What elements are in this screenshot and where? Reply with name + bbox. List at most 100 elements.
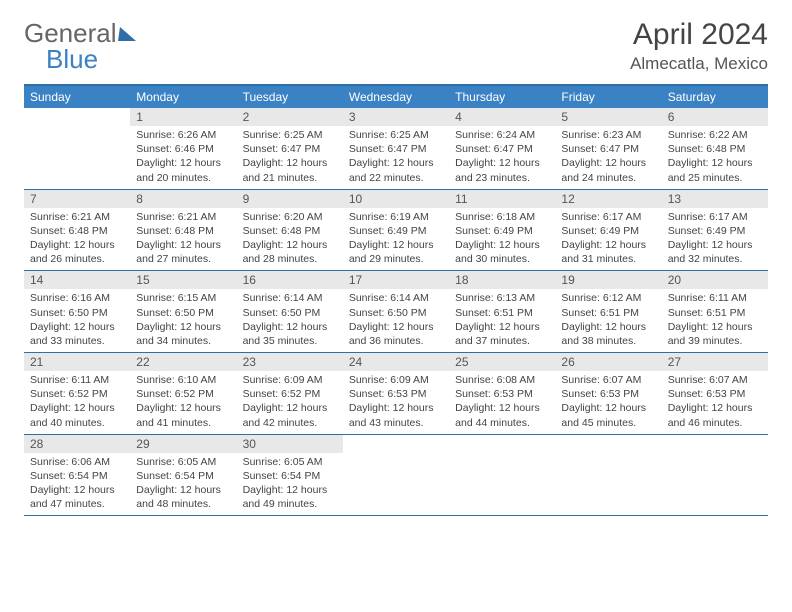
day-body: Sunrise: 6:05 AMSunset: 6:54 PMDaylight:… xyxy=(130,453,236,516)
day-day2: and 28 minutes. xyxy=(243,252,337,266)
day-body: Sunrise: 6:17 AMSunset: 6:49 PMDaylight:… xyxy=(555,208,661,271)
day-day2: and 34 minutes. xyxy=(136,334,230,348)
day-day2: and 33 minutes. xyxy=(30,334,124,348)
day-number: 14 xyxy=(24,271,130,289)
day-day1: Daylight: 12 hours xyxy=(243,320,337,334)
day-day2: and 39 minutes. xyxy=(668,334,762,348)
day-sunrise: Sunrise: 6:14 AM xyxy=(349,291,443,305)
day-day2: and 20 minutes. xyxy=(136,171,230,185)
day-day1: Daylight: 12 hours xyxy=(136,320,230,334)
day-day1: Daylight: 12 hours xyxy=(243,483,337,497)
day-day2: and 27 minutes. xyxy=(136,252,230,266)
day-number: 15 xyxy=(130,271,236,289)
day-sunset: Sunset: 6:53 PM xyxy=(561,387,655,401)
day-cell: 21Sunrise: 6:11 AMSunset: 6:52 PMDayligh… xyxy=(24,353,130,434)
day-sunrise: Sunrise: 6:14 AM xyxy=(243,291,337,305)
week-row: 14Sunrise: 6:16 AMSunset: 6:50 PMDayligh… xyxy=(24,271,768,353)
weekday-header: Sunday xyxy=(24,86,130,108)
day-cell: 17Sunrise: 6:14 AMSunset: 6:50 PMDayligh… xyxy=(343,271,449,352)
day-day2: and 30 minutes. xyxy=(455,252,549,266)
day-day1: Daylight: 12 hours xyxy=(561,156,655,170)
day-cell: 27Sunrise: 6:07 AMSunset: 6:53 PMDayligh… xyxy=(662,353,768,434)
day-cell: 22Sunrise: 6:10 AMSunset: 6:52 PMDayligh… xyxy=(130,353,236,434)
day-body: Sunrise: 6:23 AMSunset: 6:47 PMDaylight:… xyxy=(555,126,661,189)
day-sunset: Sunset: 6:48 PM xyxy=(243,224,337,238)
day-cell: 6Sunrise: 6:22 AMSunset: 6:48 PMDaylight… xyxy=(662,108,768,189)
day-number: 8 xyxy=(130,190,236,208)
day-number: 28 xyxy=(24,435,130,453)
day-day2: and 38 minutes. xyxy=(561,334,655,348)
day-sunrise: Sunrise: 6:24 AM xyxy=(455,128,549,142)
day-cell: 5Sunrise: 6:23 AMSunset: 6:47 PMDaylight… xyxy=(555,108,661,189)
day-sunset: Sunset: 6:52 PM xyxy=(243,387,337,401)
day-cell: 13Sunrise: 6:17 AMSunset: 6:49 PMDayligh… xyxy=(662,190,768,271)
day-body: Sunrise: 6:25 AMSunset: 6:47 PMDaylight:… xyxy=(237,126,343,189)
week-row: 7Sunrise: 6:21 AMSunset: 6:48 PMDaylight… xyxy=(24,190,768,272)
day-cell: 19Sunrise: 6:12 AMSunset: 6:51 PMDayligh… xyxy=(555,271,661,352)
day-sunrise: Sunrise: 6:25 AM xyxy=(349,128,443,142)
day-cell: 15Sunrise: 6:15 AMSunset: 6:50 PMDayligh… xyxy=(130,271,236,352)
day-sunset: Sunset: 6:52 PM xyxy=(136,387,230,401)
day-number: 26 xyxy=(555,353,661,371)
day-number: 22 xyxy=(130,353,236,371)
day-cell: 24Sunrise: 6:09 AMSunset: 6:53 PMDayligh… xyxy=(343,353,449,434)
day-body: Sunrise: 6:10 AMSunset: 6:52 PMDaylight:… xyxy=(130,371,236,434)
day-body: Sunrise: 6:11 AMSunset: 6:52 PMDaylight:… xyxy=(24,371,130,434)
day-number: 25 xyxy=(449,353,555,371)
day-day2: and 44 minutes. xyxy=(455,416,549,430)
day-cell: 11Sunrise: 6:18 AMSunset: 6:49 PMDayligh… xyxy=(449,190,555,271)
day-day2: and 41 minutes. xyxy=(136,416,230,430)
day-number: 16 xyxy=(237,271,343,289)
day-sunset: Sunset: 6:47 PM xyxy=(561,142,655,156)
day-sunrise: Sunrise: 6:11 AM xyxy=(30,373,124,387)
day-body: Sunrise: 6:09 AMSunset: 6:52 PMDaylight:… xyxy=(237,371,343,434)
day-cell: 4Sunrise: 6:24 AMSunset: 6:47 PMDaylight… xyxy=(449,108,555,189)
day-body: Sunrise: 6:13 AMSunset: 6:51 PMDaylight:… xyxy=(449,289,555,352)
day-body: Sunrise: 6:14 AMSunset: 6:50 PMDaylight:… xyxy=(237,289,343,352)
day-body: Sunrise: 6:18 AMSunset: 6:49 PMDaylight:… xyxy=(449,208,555,271)
day-sunset: Sunset: 6:47 PM xyxy=(243,142,337,156)
day-sunrise: Sunrise: 6:11 AM xyxy=(668,291,762,305)
day-number: 23 xyxy=(237,353,343,371)
day-body: Sunrise: 6:15 AMSunset: 6:50 PMDaylight:… xyxy=(130,289,236,352)
calendar: Sunday Monday Tuesday Wednesday Thursday… xyxy=(24,84,768,516)
day-body: Sunrise: 6:22 AMSunset: 6:48 PMDaylight:… xyxy=(662,126,768,189)
day-body: Sunrise: 6:12 AMSunset: 6:51 PMDaylight:… xyxy=(555,289,661,352)
day-sunrise: Sunrise: 6:15 AM xyxy=(136,291,230,305)
day-sunset: Sunset: 6:50 PM xyxy=(30,306,124,320)
day-number: 20 xyxy=(662,271,768,289)
day-day2: and 26 minutes. xyxy=(30,252,124,266)
day-sunrise: Sunrise: 6:25 AM xyxy=(243,128,337,142)
day-sunrise: Sunrise: 6:12 AM xyxy=(561,291,655,305)
day-sunrise: Sunrise: 6:06 AM xyxy=(30,455,124,469)
day-sunrise: Sunrise: 6:21 AM xyxy=(30,210,124,224)
day-sunset: Sunset: 6:49 PM xyxy=(668,224,762,238)
month-title: April 2024 xyxy=(630,18,768,52)
day-sunset: Sunset: 6:52 PM xyxy=(30,387,124,401)
day-day1: Daylight: 12 hours xyxy=(455,238,549,252)
day-sunset: Sunset: 6:46 PM xyxy=(136,142,230,156)
day-day2: and 40 minutes. xyxy=(30,416,124,430)
day-body: Sunrise: 6:20 AMSunset: 6:48 PMDaylight:… xyxy=(237,208,343,271)
day-body: Sunrise: 6:21 AMSunset: 6:48 PMDaylight:… xyxy=(130,208,236,271)
day-cell: 14Sunrise: 6:16 AMSunset: 6:50 PMDayligh… xyxy=(24,271,130,352)
day-number: 24 xyxy=(343,353,449,371)
week-row: 28Sunrise: 6:06 AMSunset: 6:54 PMDayligh… xyxy=(24,435,768,517)
day-number: 29 xyxy=(130,435,236,453)
weekday-header: Monday xyxy=(130,86,236,108)
day-cell: 26Sunrise: 6:07 AMSunset: 6:53 PMDayligh… xyxy=(555,353,661,434)
day-day1: Daylight: 12 hours xyxy=(136,156,230,170)
location: Almecatla, Mexico xyxy=(630,54,768,74)
weekday-header: Tuesday xyxy=(237,86,343,108)
day-cell: 18Sunrise: 6:13 AMSunset: 6:51 PMDayligh… xyxy=(449,271,555,352)
day-day2: and 35 minutes. xyxy=(243,334,337,348)
day-body: Sunrise: 6:21 AMSunset: 6:48 PMDaylight:… xyxy=(24,208,130,271)
logo-text-blue: Blue xyxy=(46,44,98,75)
day-sunrise: Sunrise: 6:18 AM xyxy=(455,210,549,224)
day-cell: 25Sunrise: 6:08 AMSunset: 6:53 PMDayligh… xyxy=(449,353,555,434)
day-body: Sunrise: 6:14 AMSunset: 6:50 PMDaylight:… xyxy=(343,289,449,352)
day-cell: 3Sunrise: 6:25 AMSunset: 6:47 PMDaylight… xyxy=(343,108,449,189)
day-number: 13 xyxy=(662,190,768,208)
day-day1: Daylight: 12 hours xyxy=(243,156,337,170)
day-body: Sunrise: 6:16 AMSunset: 6:50 PMDaylight:… xyxy=(24,289,130,352)
